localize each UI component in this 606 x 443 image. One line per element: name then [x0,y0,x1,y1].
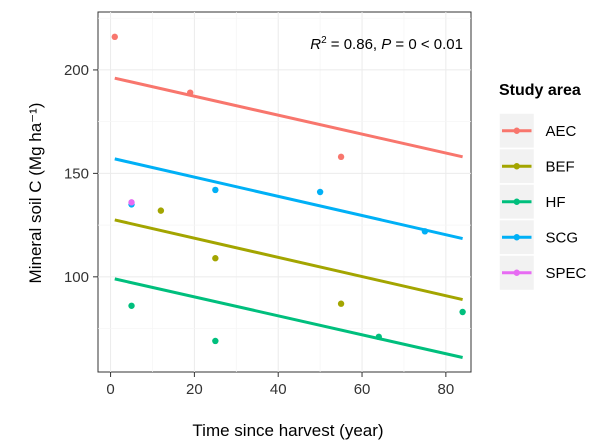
legend-item-aec: AEC [498,112,577,150]
fit-line-bef [114,218,463,302]
data-point-scg [212,186,219,194]
fit-line-hf [114,277,463,359]
legend-label: SPEC [546,265,587,282]
data-point-scg [316,188,324,196]
data-point-hf [212,337,219,345]
data-point-spec [128,199,135,206]
legend-item-hf: HF [498,183,566,221]
x-tick-label: 0 [106,381,114,398]
data-point-hf [375,333,382,341]
data-points [111,33,466,345]
legend: AEC BEF HF SCG SPEC [498,112,587,292]
axis-ticks: 0 20 40 60 80 100 150 200 [64,62,454,398]
data-point-bef [337,300,345,307]
data-point-bef [157,207,165,214]
stat-annotation: R2 = 0.86, P = 0 < 0.01 [310,35,463,53]
legend-key-point [513,234,520,241]
x-tick-label: 20 [186,381,203,398]
legend-label: AEC [546,123,577,140]
x-tick-label: 60 [354,381,371,398]
legend-key-point [513,269,520,276]
data-point-hf [128,302,135,309]
legend-key-point [513,198,520,205]
legend-key-point [513,163,520,170]
data-point-hf [459,308,466,316]
legend-label: BEF [546,158,575,175]
y-tick-label: 150 [64,165,89,182]
y-tick-label: 200 [64,62,89,79]
fit-lines [114,76,463,359]
data-point-aec [337,153,345,161]
x-tick-label: 80 [438,381,455,398]
data-point-scg [421,228,429,235]
legend-title: Study area [499,82,581,99]
legend-label: HF [546,194,566,211]
legend-item-bef: BEF [498,147,575,185]
data-point-aec [111,33,118,41]
fit-line-scg [114,157,463,241]
legend-item-scg: SCG [498,218,579,256]
legend-key-point [513,127,520,134]
grid [98,12,471,372]
y-axis-title: Mineral soil C (Mg ha⁻¹) [26,103,45,284]
data-point-bef [212,255,219,262]
y-tick-label: 100 [64,269,89,286]
legend-item-spec: SPEC [498,254,587,292]
fit-line-aec [114,76,463,159]
x-tick-label: 40 [270,381,287,398]
legend-label: SCG [546,229,579,246]
x-axis-title: Time since harvest (year) [192,421,383,440]
data-point-aec [187,89,194,96]
plot-panel [97,11,472,373]
